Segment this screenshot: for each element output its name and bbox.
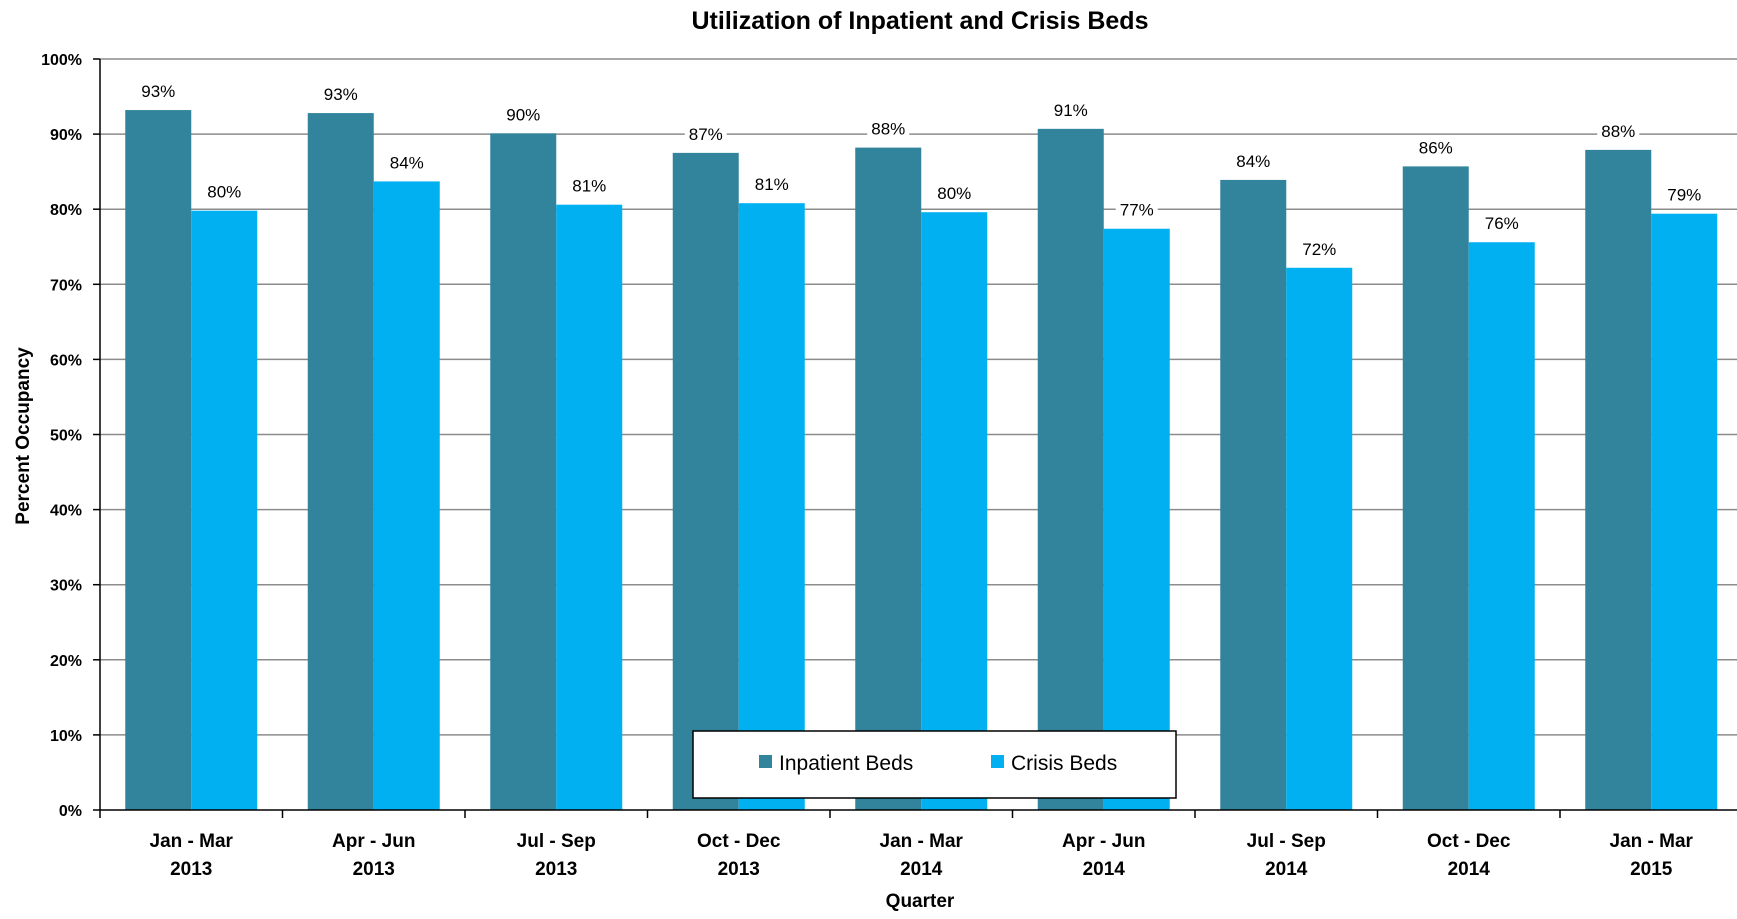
bar-inpatient-beds (1585, 149, 1652, 811)
y-tick-labels: 0% 10% 20% 30% 40% 50% 60% 70% 80% 90% 100% (41, 52, 82, 820)
bar-crisis-beds (1468, 242, 1535, 810)
data-label-bg (750, 174, 793, 196)
legend-swatch-inpatient-beds (759, 755, 772, 768)
y-tick-label: 50% (50, 428, 82, 445)
bar-crisis-beds (1286, 267, 1353, 810)
legend-label-inpatient-beds: Inpatient Beds (779, 752, 913, 775)
data-label-bg (319, 84, 362, 106)
legend-swatch-crisis-beds (991, 755, 1004, 768)
legend-label-crisis-beds: Crisis Beds (1011, 752, 1117, 775)
bar-crisis-beds (556, 204, 623, 811)
x-tick-label: Oct - Dec 2014 (1427, 831, 1511, 880)
chart-title: Utilization of Inpatient and Crisis Beds (692, 7, 1149, 35)
y-tick-label: 0% (59, 803, 82, 820)
data-label-inpatient-beds: 87% (689, 125, 723, 144)
data-label-crisis-beds: 79% (1667, 186, 1701, 205)
data-label-bg (502, 104, 545, 126)
data-label-bg (684, 123, 727, 145)
data-label-inpatient-beds: 88% (871, 120, 905, 139)
y-tick-label: 70% (50, 277, 82, 294)
data-label-bg (1115, 199, 1158, 221)
data-label-inpatient-beds: 84% (1236, 152, 1270, 171)
data-label-bg (1597, 120, 1640, 142)
data-label-inpatient-beds: 90% (506, 105, 540, 124)
data-label-bg (1663, 184, 1706, 206)
bar-inpatient-beds (125, 110, 192, 811)
data-label-crisis-beds: 81% (755, 175, 789, 194)
data-label-bg (1049, 99, 1092, 121)
bar-inpatient-beds (490, 133, 557, 810)
bar-inpatient-beds (855, 147, 922, 811)
bar-inpatient-beds (1037, 128, 1104, 810)
legend: Inpatient Beds Crisis Beds (692, 730, 1177, 799)
data-label-bg (867, 118, 910, 140)
bar-crisis-beds (921, 212, 988, 811)
bar-inpatient-beds (307, 113, 374, 810)
bar-crisis-beds (1651, 213, 1718, 810)
x-tick-label: Apr - Jun 2013 (332, 831, 415, 880)
data-label-inpatient-beds: 88% (1601, 122, 1635, 141)
y-tick-label: 80% (50, 202, 82, 219)
y-tick-label: 30% (50, 578, 82, 595)
x-tick-label: Jan - Mar 2014 (880, 831, 964, 880)
data-label-bg (1414, 137, 1457, 159)
data-label-crisis-beds: 84% (390, 153, 424, 172)
data-label-bg (1480, 213, 1523, 235)
y-tick-label: 40% (50, 503, 82, 520)
x-tick-label: Jul - Sep 2014 (1247, 831, 1326, 880)
y-tick-label: 20% (50, 653, 82, 670)
data-label-inpatient-beds: 86% (1419, 138, 1453, 157)
data-label-bg (1232, 150, 1275, 172)
bar-crisis-beds (738, 203, 805, 810)
x-axis-title: Quarter (886, 891, 955, 912)
data-label-inpatient-beds: 91% (1054, 101, 1088, 120)
data-labels: 93% 80% 93% 84% 90% 81% 87% 81% 88% 80% 91% 77% 84% 7… (137, 81, 1706, 260)
data-label-bg (385, 152, 428, 174)
data-label-crisis-beds: 77% (1120, 201, 1154, 220)
bar-crisis-beds (373, 181, 440, 811)
data-label-bg (137, 81, 180, 103)
data-label-bg (1298, 238, 1341, 260)
data-label-crisis-beds: 72% (1302, 240, 1336, 259)
bar-inpatient-beds (1402, 166, 1469, 810)
data-label-crisis-beds: 76% (1485, 214, 1519, 233)
y-tick-label: 60% (50, 352, 82, 369)
data-label-crisis-beds: 80% (207, 183, 241, 202)
bar-inpatient-beds (672, 152, 739, 810)
axes (93, 58, 1737, 818)
data-label-inpatient-beds: 93% (141, 82, 175, 101)
data-label-inpatient-beds: 93% (324, 85, 358, 104)
x-tick-label: Jul - Sep 2013 (517, 831, 596, 880)
x-tick-labels: Jan - Mar 2013 Apr - Jun 2013 Jul - Sep 2013 O… (150, 831, 1694, 880)
x-tick-label: Apr - Jun 2014 (1062, 831, 1145, 880)
y-tick-label: 90% (50, 127, 82, 144)
bar-inpatient-beds (1220, 179, 1287, 810)
y-tick-label: 100% (41, 52, 82, 69)
data-label-crisis-beds: 80% (937, 184, 971, 203)
data-label-crisis-beds: 81% (572, 177, 606, 196)
y-tick-label: 10% (50, 728, 82, 745)
legend-box (692, 730, 1177, 799)
bars (125, 110, 1718, 811)
data-label-bg (203, 181, 246, 203)
y-axis-title: Percent Occupancy (13, 347, 34, 525)
data-label-bg (933, 183, 976, 205)
bar-crisis-beds (1103, 228, 1170, 810)
x-tick-label: Oct - Dec 2013 (697, 831, 781, 880)
x-tick-label: Jan - Mar 2015 (1610, 831, 1694, 880)
data-label-bg (568, 175, 611, 197)
x-tick-label: Jan - Mar 2013 (150, 831, 234, 880)
bar-crisis-beds (191, 210, 258, 810)
